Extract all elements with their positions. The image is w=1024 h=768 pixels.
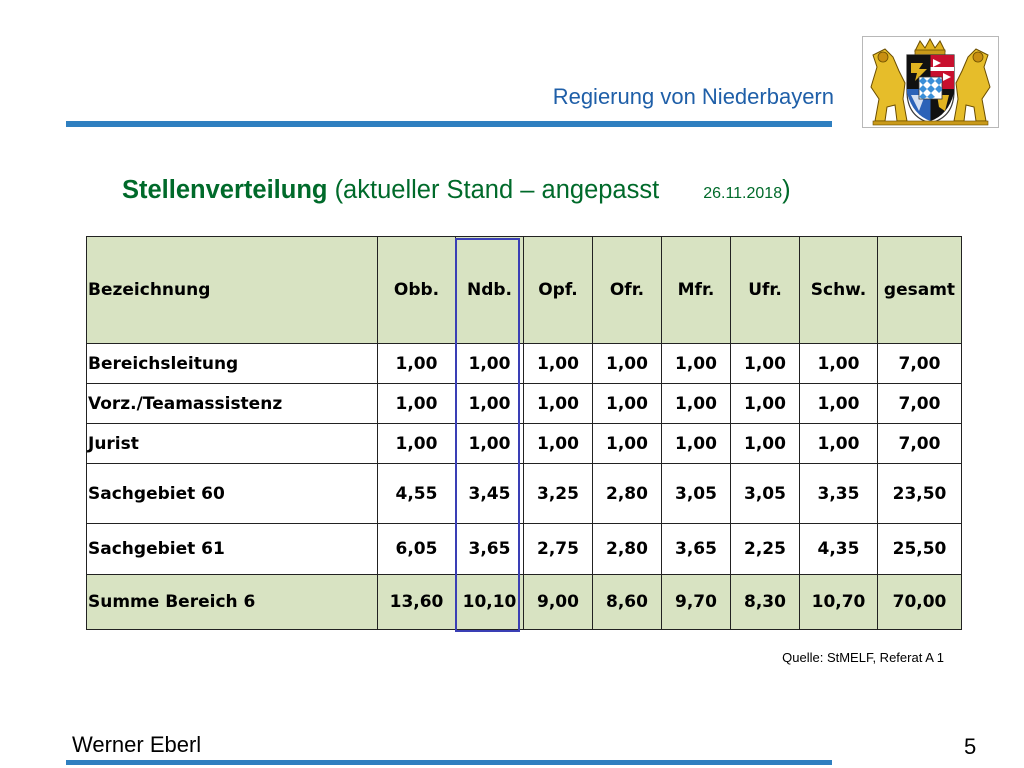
table-cell: 1,00 bbox=[799, 423, 878, 464]
table-cell: 1,00 bbox=[377, 423, 456, 464]
table-cell: 25,50 bbox=[877, 523, 962, 575]
table-cell: 7,00 bbox=[877, 423, 962, 464]
table-row-total: Summe Bereich 6 13,60 10,10 9,00 8,60 9,… bbox=[86, 574, 962, 630]
table-cell: 9,00 bbox=[523, 574, 593, 630]
table-cell: 1,00 bbox=[455, 423, 524, 464]
table-cell: 3,25 bbox=[523, 463, 593, 524]
table-cell: 2,80 bbox=[592, 463, 662, 524]
column-header: Opf. bbox=[523, 236, 593, 344]
table-cell: 2,80 bbox=[592, 523, 662, 575]
table-cell: 7,00 bbox=[877, 383, 962, 424]
table-cell: 8,60 bbox=[592, 574, 662, 630]
row-label: Sachgebiet 61 bbox=[86, 523, 378, 575]
table-cell: 3,65 bbox=[661, 523, 731, 575]
table-cell: 6,05 bbox=[377, 523, 456, 575]
table-row: Jurist 1,00 1,00 1,00 1,00 1,00 1,00 1,0… bbox=[86, 423, 962, 464]
slide-title-close-paren: ) bbox=[782, 176, 791, 204]
table-cell: 1,00 bbox=[592, 423, 662, 464]
staff-allocation-table: Bezeichnung Obb. Ndb. Opf. Ofr. Mfr. Ufr… bbox=[86, 236, 962, 630]
table-cell: 8,30 bbox=[730, 574, 800, 630]
table-cell: 3,35 bbox=[799, 463, 878, 524]
table-cell: 3,05 bbox=[661, 463, 731, 524]
column-header: Ufr. bbox=[730, 236, 800, 344]
header-title: Regierung von Niederbayern bbox=[552, 84, 834, 109]
slide-title-bold: Stellenverteilung bbox=[122, 176, 328, 204]
table-row: Sachgebiet 60 4,55 3,45 3,25 2,80 3,05 3… bbox=[86, 463, 962, 524]
table-cell: 1,00 bbox=[523, 383, 593, 424]
table-cell: 1,00 bbox=[661, 383, 731, 424]
column-header: gesamt bbox=[877, 236, 962, 344]
table-cell: 70,00 bbox=[877, 574, 962, 630]
table-cell: 1,00 bbox=[661, 423, 731, 464]
row-label: Bereichsleitung bbox=[86, 343, 378, 384]
column-header: Mfr. bbox=[661, 236, 731, 344]
column-header: Ndb. bbox=[455, 236, 524, 344]
table-header-row: Bezeichnung Obb. Ndb. Opf. Ofr. Mfr. Ufr… bbox=[86, 236, 962, 344]
table-cell: 13,60 bbox=[377, 574, 456, 630]
source-note: Quelle: StMELF, Referat A 1 bbox=[782, 650, 944, 665]
row-label: Jurist bbox=[86, 423, 378, 464]
column-header: Ofr. bbox=[592, 236, 662, 344]
column-header: Obb. bbox=[377, 236, 456, 344]
table-cell: 1,00 bbox=[377, 383, 456, 424]
table-cell: 10,10 bbox=[455, 574, 524, 630]
table-cell: 9,70 bbox=[661, 574, 731, 630]
table-cell: 1,00 bbox=[799, 383, 878, 424]
table-cell: 1,00 bbox=[523, 343, 593, 384]
table-row: Bereichsleitung 1,00 1,00 1,00 1,00 1,00… bbox=[86, 343, 962, 384]
bavarian-coat-of-arms-icon bbox=[862, 36, 999, 128]
row-label: Summe Bereich 6 bbox=[86, 574, 378, 630]
page-number: 5 bbox=[964, 734, 977, 759]
column-header: Schw. bbox=[799, 236, 878, 344]
table-cell: 1,00 bbox=[455, 383, 524, 424]
table-cell: 2,25 bbox=[730, 523, 800, 575]
footer-rule bbox=[66, 760, 832, 765]
table-cell: 1,00 bbox=[592, 383, 662, 424]
table-cell: 1,00 bbox=[730, 423, 800, 464]
table-cell: 7,00 bbox=[877, 343, 962, 384]
table-cell: 4,55 bbox=[377, 463, 456, 524]
author-name: Werner Eberl bbox=[72, 732, 202, 757]
table-cell: 3,45 bbox=[455, 463, 524, 524]
table-cell: 1,00 bbox=[592, 343, 662, 384]
table-cell: 3,65 bbox=[455, 523, 524, 575]
row-label: Sachgebiet 60 bbox=[86, 463, 378, 524]
table-row: Sachgebiet 61 6,05 3,65 2,75 2,80 3,65 2… bbox=[86, 523, 962, 575]
table-row: Vorz./Teamassistenz 1,00 1,00 1,00 1,00 … bbox=[86, 383, 962, 424]
table-cell: 23,50 bbox=[877, 463, 962, 524]
table-cell: 1,00 bbox=[730, 383, 800, 424]
table-cell: 1,00 bbox=[523, 423, 593, 464]
table-cell: 10,70 bbox=[799, 574, 878, 630]
table-cell: 1,00 bbox=[730, 343, 800, 384]
table-cell: 1,00 bbox=[799, 343, 878, 384]
slide-title-rest: (aktueller Stand – angepasst bbox=[327, 176, 660, 204]
table-cell: 1,00 bbox=[661, 343, 731, 384]
column-header: Bezeichnung bbox=[86, 236, 378, 344]
table-cell: 1,00 bbox=[455, 343, 524, 384]
slide-title: Stellenverteilung (aktueller Stand – ang… bbox=[122, 176, 791, 205]
header-rule bbox=[66, 121, 832, 127]
table-cell: 4,35 bbox=[799, 523, 878, 575]
table-cell: 1,00 bbox=[377, 343, 456, 384]
slide-title-date: 26.11.2018 bbox=[703, 185, 783, 202]
table-cell: 3,05 bbox=[730, 463, 800, 524]
row-label: Vorz./Teamassistenz bbox=[86, 383, 378, 424]
table-cell: 2,75 bbox=[523, 523, 593, 575]
